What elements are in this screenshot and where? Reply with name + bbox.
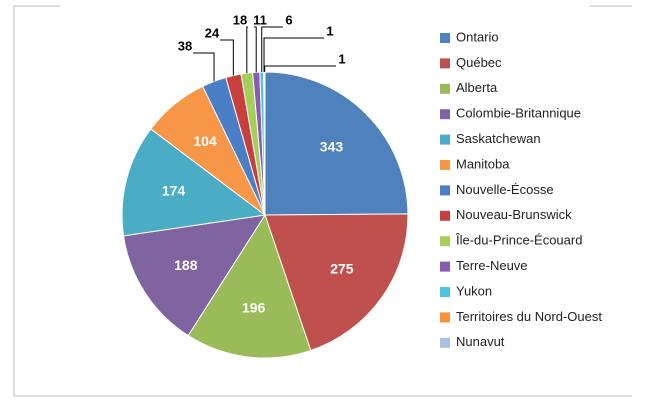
- leader-line: [220, 39, 234, 76]
- legend-label: Ontario: [456, 29, 499, 44]
- data-label: 343: [320, 139, 344, 155]
- data-label: 18: [233, 12, 247, 27]
- data-label: 11: [253, 12, 267, 27]
- slice: [264, 213, 409, 352]
- legend-label: Nunavut: [456, 334, 505, 349]
- legend-label: Manitoba: [456, 156, 510, 171]
- leader-line: [261, 26, 283, 73]
- data-label: 174: [162, 182, 186, 198]
- legend-swatch: [440, 287, 450, 297]
- data-label: 188: [174, 257, 198, 273]
- legend-swatch: [440, 134, 450, 145]
- legend-swatch: [440, 109, 450, 120]
- slice: [263, 71, 266, 216]
- legend-swatch: [440, 312, 450, 323]
- data-label: 196: [242, 299, 266, 315]
- legend-label: Alberta: [456, 80, 498, 95]
- data-label: 1: [326, 23, 333, 38]
- data-label: 38: [178, 38, 192, 53]
- slice: [264, 71, 409, 216]
- legend-swatch: [440, 210, 450, 221]
- legend-label: Colombie-Britannique: [456, 106, 581, 121]
- legend-label: Saskatchewan: [456, 131, 541, 146]
- legend-swatch: [440, 83, 450, 94]
- legend-label: Nouvelle-Écosse: [456, 182, 554, 197]
- legend-label: Québec: [456, 55, 502, 70]
- legend-label: Yukon: [456, 283, 492, 298]
- legend-swatch: [440, 337, 450, 348]
- leader-line: [246, 26, 248, 74]
- data-label: 24: [205, 25, 220, 40]
- legend-swatch: [440, 236, 450, 247]
- legend-label: Nouveau-Brunswick: [456, 207, 572, 222]
- leader-line: [254, 26, 257, 73]
- leader-line: [263, 37, 324, 73]
- slice: [122, 214, 267, 337]
- slice: [187, 213, 312, 359]
- data-label: 275: [330, 260, 354, 276]
- legend-label: Terre-Neuve: [456, 258, 528, 273]
- legend-swatch: [440, 58, 450, 69]
- legend-swatch: [440, 33, 450, 43]
- data-label: 6: [285, 12, 292, 27]
- slice: [121, 128, 267, 237]
- legend-swatch: [440, 185, 450, 196]
- data-label: 1: [338, 51, 345, 66]
- legend-label: Territoires du Nord-Ouest: [456, 309, 602, 324]
- leader-line: [193, 52, 215, 82]
- data-label: 104: [193, 133, 217, 149]
- legend-swatch: [440, 160, 450, 170]
- leader-line: [264, 65, 336, 73]
- legend-swatch: [440, 261, 450, 272]
- legend-label: Île-du-Prince-Écouard: [455, 233, 582, 248]
